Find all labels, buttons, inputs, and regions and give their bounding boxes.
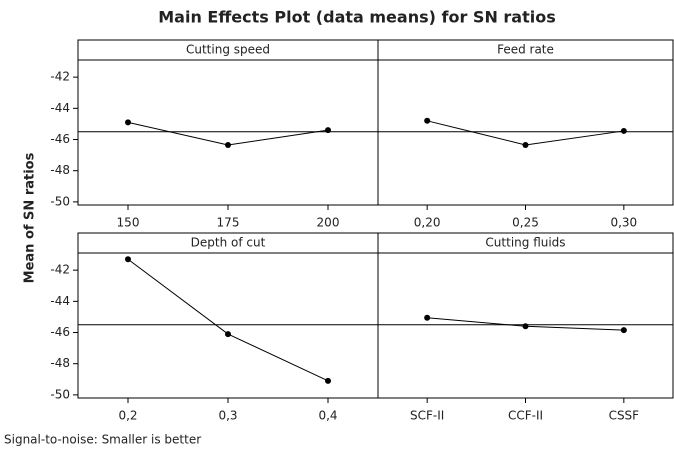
x-tick-label: CSSF	[609, 409, 640, 423]
y-tick-label: -50	[50, 194, 70, 208]
y-tick-label: -42	[50, 70, 70, 84]
footnote: Signal-to-noise: Smaller is better	[4, 433, 201, 447]
x-tick-label: 0,25	[512, 216, 539, 230]
panel	[377, 39, 674, 206]
series-line	[127, 258, 329, 382]
series-line	[427, 120, 624, 146]
y-tick-label: -44	[50, 294, 70, 308]
x-tick-label: 0,20	[414, 216, 441, 230]
y-tick-label: -42	[50, 263, 70, 277]
panel-title: Cutting speed	[186, 43, 270, 57]
point	[424, 314, 431, 321]
x-tick-label: 0,3	[218, 409, 237, 423]
point	[620, 127, 627, 134]
point	[424, 117, 431, 124]
y-axis-label: Mean of SN ratios	[23, 152, 38, 283]
y-tick-label: -48	[50, 356, 70, 370]
y-tick-label: -48	[50, 163, 70, 177]
point	[325, 127, 331, 134]
x-tick-label: 175	[217, 216, 240, 230]
point	[325, 377, 331, 384]
point	[522, 323, 529, 330]
x-tick-label: CCF-II	[508, 409, 543, 423]
panel-title: Feed rate	[497, 43, 554, 57]
x-tick-label: 200	[317, 216, 340, 230]
panel	[77, 232, 379, 399]
point	[225, 141, 231, 148]
point	[125, 119, 131, 126]
point	[522, 141, 529, 148]
x-tick-label: 0,30	[610, 216, 637, 230]
point	[620, 327, 627, 334]
chart-title: Main Effects Plot (data means) for SN ra…	[158, 8, 555, 27]
panel	[377, 232, 674, 399]
y-tick-label: -46	[50, 132, 70, 146]
panel-title: Depth of cut	[191, 236, 266, 250]
y-tick-label: -46	[50, 325, 70, 339]
x-tick-label: 150	[117, 216, 140, 230]
panel	[77, 39, 379, 206]
x-tick-label: SCF-II	[410, 409, 444, 423]
series-line	[127, 121, 329, 146]
y-tick-label: -50	[50, 387, 70, 401]
x-tick-label: 0,2	[118, 409, 137, 423]
point	[225, 331, 231, 338]
y-tick-label: -44	[50, 101, 70, 115]
point	[125, 256, 131, 263]
x-tick-label: 0,4	[318, 409, 337, 423]
panel-title: Cutting fluids	[485, 236, 565, 250]
